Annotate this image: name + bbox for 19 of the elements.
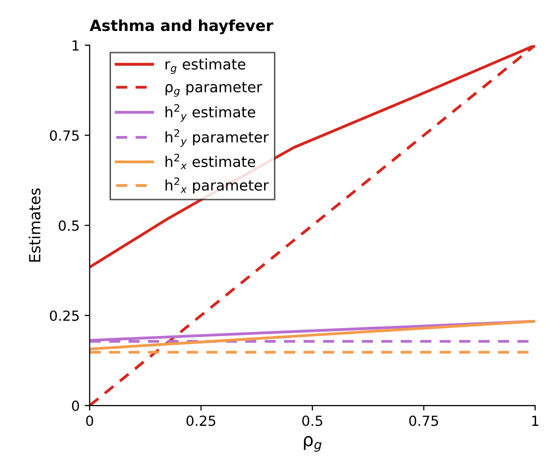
x-tick-label: 0 bbox=[86, 416, 94, 426]
x-axis-title: ρ$_{g}$ bbox=[304, 436, 322, 452]
chart-title: Asthma and hayfever bbox=[90, 19, 274, 34]
legend-label: h$^{2}$$_{x}$ estimate bbox=[166, 154, 256, 170]
y-tick-label: 1 bbox=[72, 40, 79, 50]
y-tick-label: 0.75 bbox=[50, 130, 79, 141]
x-tick-label: 0.75 bbox=[409, 416, 438, 426]
x-tick-label: 0.5 bbox=[302, 416, 322, 426]
legend-label: h$^{2}$$_{x}$ parameter bbox=[166, 177, 269, 194]
y-tick-label: 0 bbox=[72, 400, 80, 412]
legend-label: h$^{2}$$_{y}$ estimate bbox=[166, 104, 256, 122]
x-tick-label: 1 bbox=[532, 416, 538, 426]
y-tick-label: 0.5 bbox=[58, 220, 79, 231]
legend-label: h$^{2}$$_{y}$ parameter bbox=[166, 129, 269, 147]
legend-label: ρ$_{g}$ parameter bbox=[166, 82, 262, 97]
x-tick-label: 0.25 bbox=[186, 416, 216, 426]
y-axis-title: Estimates bbox=[28, 188, 40, 262]
y-tick-label: 0.25 bbox=[50, 310, 79, 321]
legend-label: r$_{g}$ estimate bbox=[166, 58, 246, 74]
